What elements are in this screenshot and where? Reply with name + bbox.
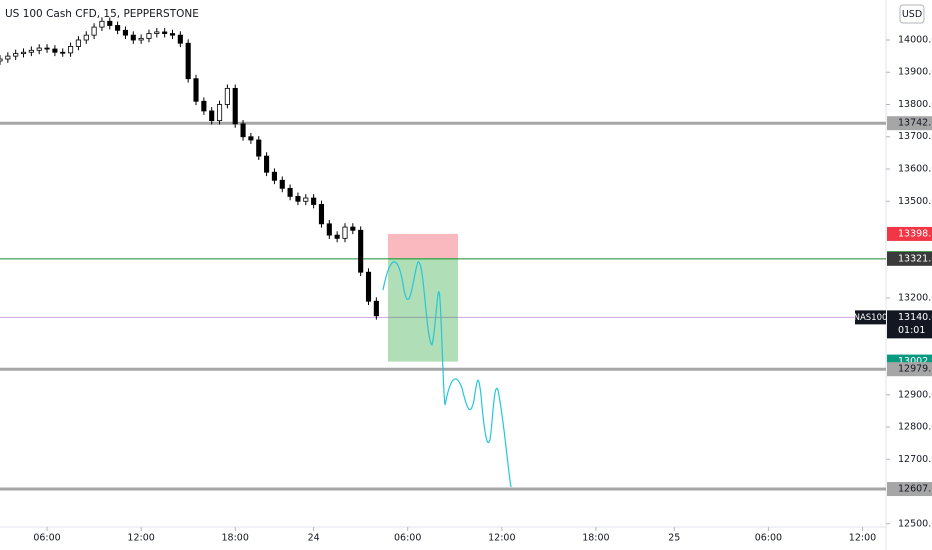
price-level-label: 13002.9 <box>898 356 932 367</box>
position-tool <box>388 233 458 362</box>
price-level-label: 12607.7 <box>898 484 932 495</box>
projection-sketch <box>382 261 512 488</box>
x-tick-label: 18:00 <box>582 533 609 544</box>
currency-label[interactable]: USD <box>902 9 922 20</box>
target-zone <box>388 258 458 362</box>
countdown: 01:01 <box>898 325 925 336</box>
candle-body <box>248 136 254 141</box>
price-level-label: 13140.0 <box>898 312 932 323</box>
candle-body <box>256 139 262 157</box>
y-tick-label: 12900.0 <box>898 389 932 400</box>
candle-body <box>216 104 223 122</box>
candle-body <box>232 87 238 125</box>
y-tick-label: 12700.0 <box>898 454 932 465</box>
price-level-label: 13742.0 <box>898 118 932 129</box>
candle-body <box>91 26 97 36</box>
candles <box>0 17 379 320</box>
x-tick-label: 12:00 <box>127 533 154 544</box>
candle-body <box>193 78 199 102</box>
price-level-label: 13321.5 <box>898 253 932 264</box>
y-tick-label: 13500.0 <box>898 196 932 207</box>
x-tick-label: 12:00 <box>488 533 515 544</box>
price-level-tag <box>887 226 932 241</box>
candle-body <box>350 226 356 231</box>
candle-body <box>287 187 293 197</box>
candle-body <box>13 53 19 57</box>
y-tick-label: 13200.0 <box>898 293 932 304</box>
chart-title: US 100 Cash CFD, 15, PEPPERSTONE <box>5 8 199 20</box>
y-tick-label: 13800.0 <box>898 99 932 110</box>
y-tick-label: 12800.0 <box>898 422 932 433</box>
candle-body <box>154 31 160 34</box>
x-tick-label: 06:00 <box>394 533 421 544</box>
candle-body <box>115 25 121 31</box>
candle-body <box>279 179 285 189</box>
candle-body <box>224 87 230 105</box>
candle-body <box>326 223 332 236</box>
candle-body <box>185 42 191 80</box>
candle-body <box>162 31 168 34</box>
symbol-label: NAS100 <box>854 313 888 323</box>
price-level-tag <box>887 482 932 497</box>
candle-body <box>44 47 50 50</box>
candle-body <box>303 197 309 202</box>
candle-body <box>146 33 152 39</box>
candle-body <box>20 51 27 54</box>
candle-body <box>240 123 246 138</box>
candle-body <box>52 48 58 53</box>
candle-body <box>83 34 89 41</box>
symbol-tag <box>855 310 886 325</box>
y-tick-label: 13700.0 <box>898 131 932 142</box>
x-tick-label: 18:00 <box>222 533 249 544</box>
candle-body <box>122 29 129 36</box>
candle-body <box>334 234 340 239</box>
x-tick-label: 25 <box>668 533 680 544</box>
x-tick-label: 06:00 <box>755 533 782 544</box>
y-tick-label: 13900.0 <box>898 67 932 78</box>
candle-body <box>130 34 136 41</box>
candle-body <box>318 204 325 225</box>
candle-body <box>36 47 42 51</box>
candle-body <box>264 155 270 173</box>
price-level-tag <box>887 116 932 131</box>
x-tick-label: 12:00 <box>849 533 876 544</box>
candle-body <box>75 39 81 47</box>
currency-button[interactable] <box>899 4 925 24</box>
candle-body <box>28 49 34 53</box>
candle-body <box>271 171 277 181</box>
candle-body <box>177 34 183 44</box>
candle-body <box>138 37 144 41</box>
price-level-label: 13398.7 <box>898 228 932 239</box>
stop-zone <box>388 233 458 259</box>
candle-body <box>60 51 66 54</box>
axes: 14000.0 13900.0 13800.0 13700.0 13600.0 13500… <box>33 34 932 544</box>
candle-body <box>5 55 11 60</box>
candle-body <box>99 20 105 28</box>
candle-body <box>68 46 74 54</box>
candle-body <box>373 300 379 317</box>
y-tick-label: 13600.0 <box>898 164 932 175</box>
candle-body <box>209 110 215 122</box>
price-level-tag <box>887 362 932 377</box>
x-tick-label: 24 <box>308 533 320 544</box>
price-level-label: 12979.3 <box>898 364 932 375</box>
price-level-tag <box>887 310 932 339</box>
price-level-tag <box>887 251 932 266</box>
candle-body <box>201 100 207 112</box>
candle-body <box>107 20 113 26</box>
candle-body <box>311 197 317 205</box>
candle-body <box>358 229 364 273</box>
x-tick-label: 06:00 <box>33 533 60 544</box>
candle-body <box>365 271 372 302</box>
candle-body <box>169 33 176 36</box>
y-tick-label: 14000.0 <box>898 34 932 45</box>
candle-body <box>342 226 348 239</box>
candle-body <box>295 196 301 202</box>
y-tick-label: 12500.0 <box>898 518 932 529</box>
candle-body <box>0 58 3 62</box>
